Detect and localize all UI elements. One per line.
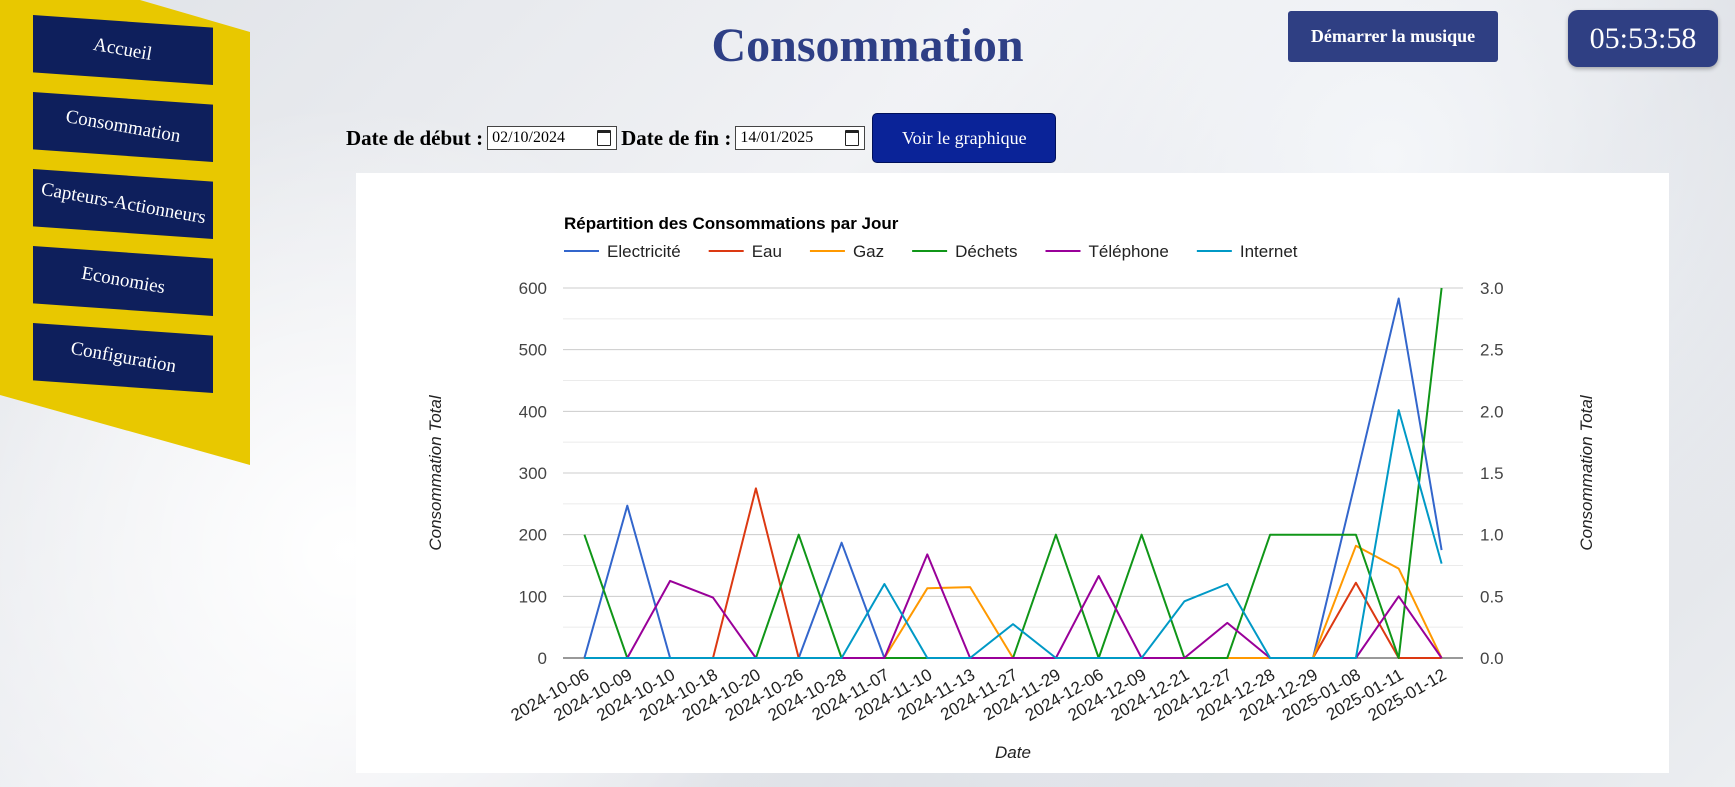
sidebar-item-configuration[interactable]: Configuration	[33, 323, 213, 393]
y-right-axis-title: Consommation Total	[1577, 394, 1596, 551]
legend-label: Eau	[752, 242, 782, 261]
end-date-input[interactable]: 14/01/2025	[735, 126, 866, 150]
sidebar-item-label: Consommation	[64, 106, 183, 147]
series-line-electricité	[583, 297, 1443, 659]
sidebar-item-label: Configuration	[68, 337, 178, 378]
clock: 05:53:58	[1568, 10, 1718, 67]
calendar-icon[interactable]	[597, 130, 612, 146]
y-tick-label: 600	[519, 279, 547, 298]
series-line-gaz	[584, 544, 1443, 659]
start-date-label: Date de début :	[346, 125, 484, 150]
page-title: Consommation	[711, 19, 1024, 72]
series-line-eau	[584, 487, 1442, 659]
y-tick-label: 300	[519, 464, 547, 483]
end-date-value: 14/01/2025	[740, 129, 814, 146]
y-right-tick-label: 1.0	[1480, 526, 1504, 545]
y-right-tick-label: 2.5	[1480, 341, 1504, 360]
y-right-tick-label: 1.5	[1480, 464, 1504, 483]
y-tick-label: 500	[519, 341, 547, 360]
y-right-tick-label: 0.0	[1480, 649, 1504, 668]
series-line-internet	[584, 409, 1443, 659]
legend-label: Téléphone	[1089, 242, 1169, 261]
sidebar-item-label: Capteurs-Actionneurs	[39, 178, 208, 229]
start-date-input[interactable]: 02/10/2024	[487, 126, 618, 150]
line-chart: 0 100 200 300 400 500 600 0.0 0.5 1.0 1.5 2.0 2.5 3.0…	[426, 214, 1596, 762]
legend-label: Gaz	[853, 242, 884, 261]
date-filter-form: Date de début : 02/10/2024 Date de fin :…	[346, 113, 1057, 163]
y-right-tick-label: 3.0	[1480, 279, 1504, 298]
y-axis-title: Consommation Total	[426, 394, 445, 551]
start-music-button[interactable]: Démarrer la musique	[1288, 11, 1498, 62]
x-axis-title: Date	[995, 743, 1031, 762]
start-date-value: 02/10/2024	[492, 129, 565, 146]
legend-label: Electricité	[607, 242, 681, 261]
sidebar-item-label: Economies	[79, 262, 167, 299]
sidebar-item-capteurs-actionneurs[interactable]: Capteurs-Actionneurs	[33, 169, 213, 239]
y-right-tick-label: 2.0	[1480, 402, 1504, 421]
legend-label: Déchets	[955, 242, 1017, 261]
y-right-tick-label: 0.5	[1480, 587, 1504, 606]
y-tick-label: 100	[519, 587, 547, 606]
sidebar-item-economies[interactable]: Economies	[33, 246, 213, 316]
y-tick-label: 200	[519, 526, 547, 545]
sidebar-item-consommation[interactable]: Consommation	[33, 92, 213, 162]
chart-panel: 0 100 200 300 400 500 600 0.0 0.5 1.0 1.5 2.0 2.5 3.0…	[356, 173, 1669, 773]
calendar-icon[interactable]	[845, 130, 860, 146]
series-line-téléphone	[584, 553, 1443, 659]
sidebar: Accueil Consommation Capteurs-Actionneur…	[0, 0, 250, 465]
y-tick-label: 0	[538, 649, 547, 668]
chart-title: Répartition des Consommations par Jour	[564, 214, 899, 233]
legend-label: Internet	[1240, 242, 1298, 261]
sidebar-item-accueil[interactable]: Accueil	[33, 15, 213, 85]
view-chart-button[interactable]: Voir le graphique	[872, 113, 1057, 163]
end-date-label: Date de fin :	[621, 125, 732, 150]
y-tick-label: 400	[519, 402, 547, 421]
